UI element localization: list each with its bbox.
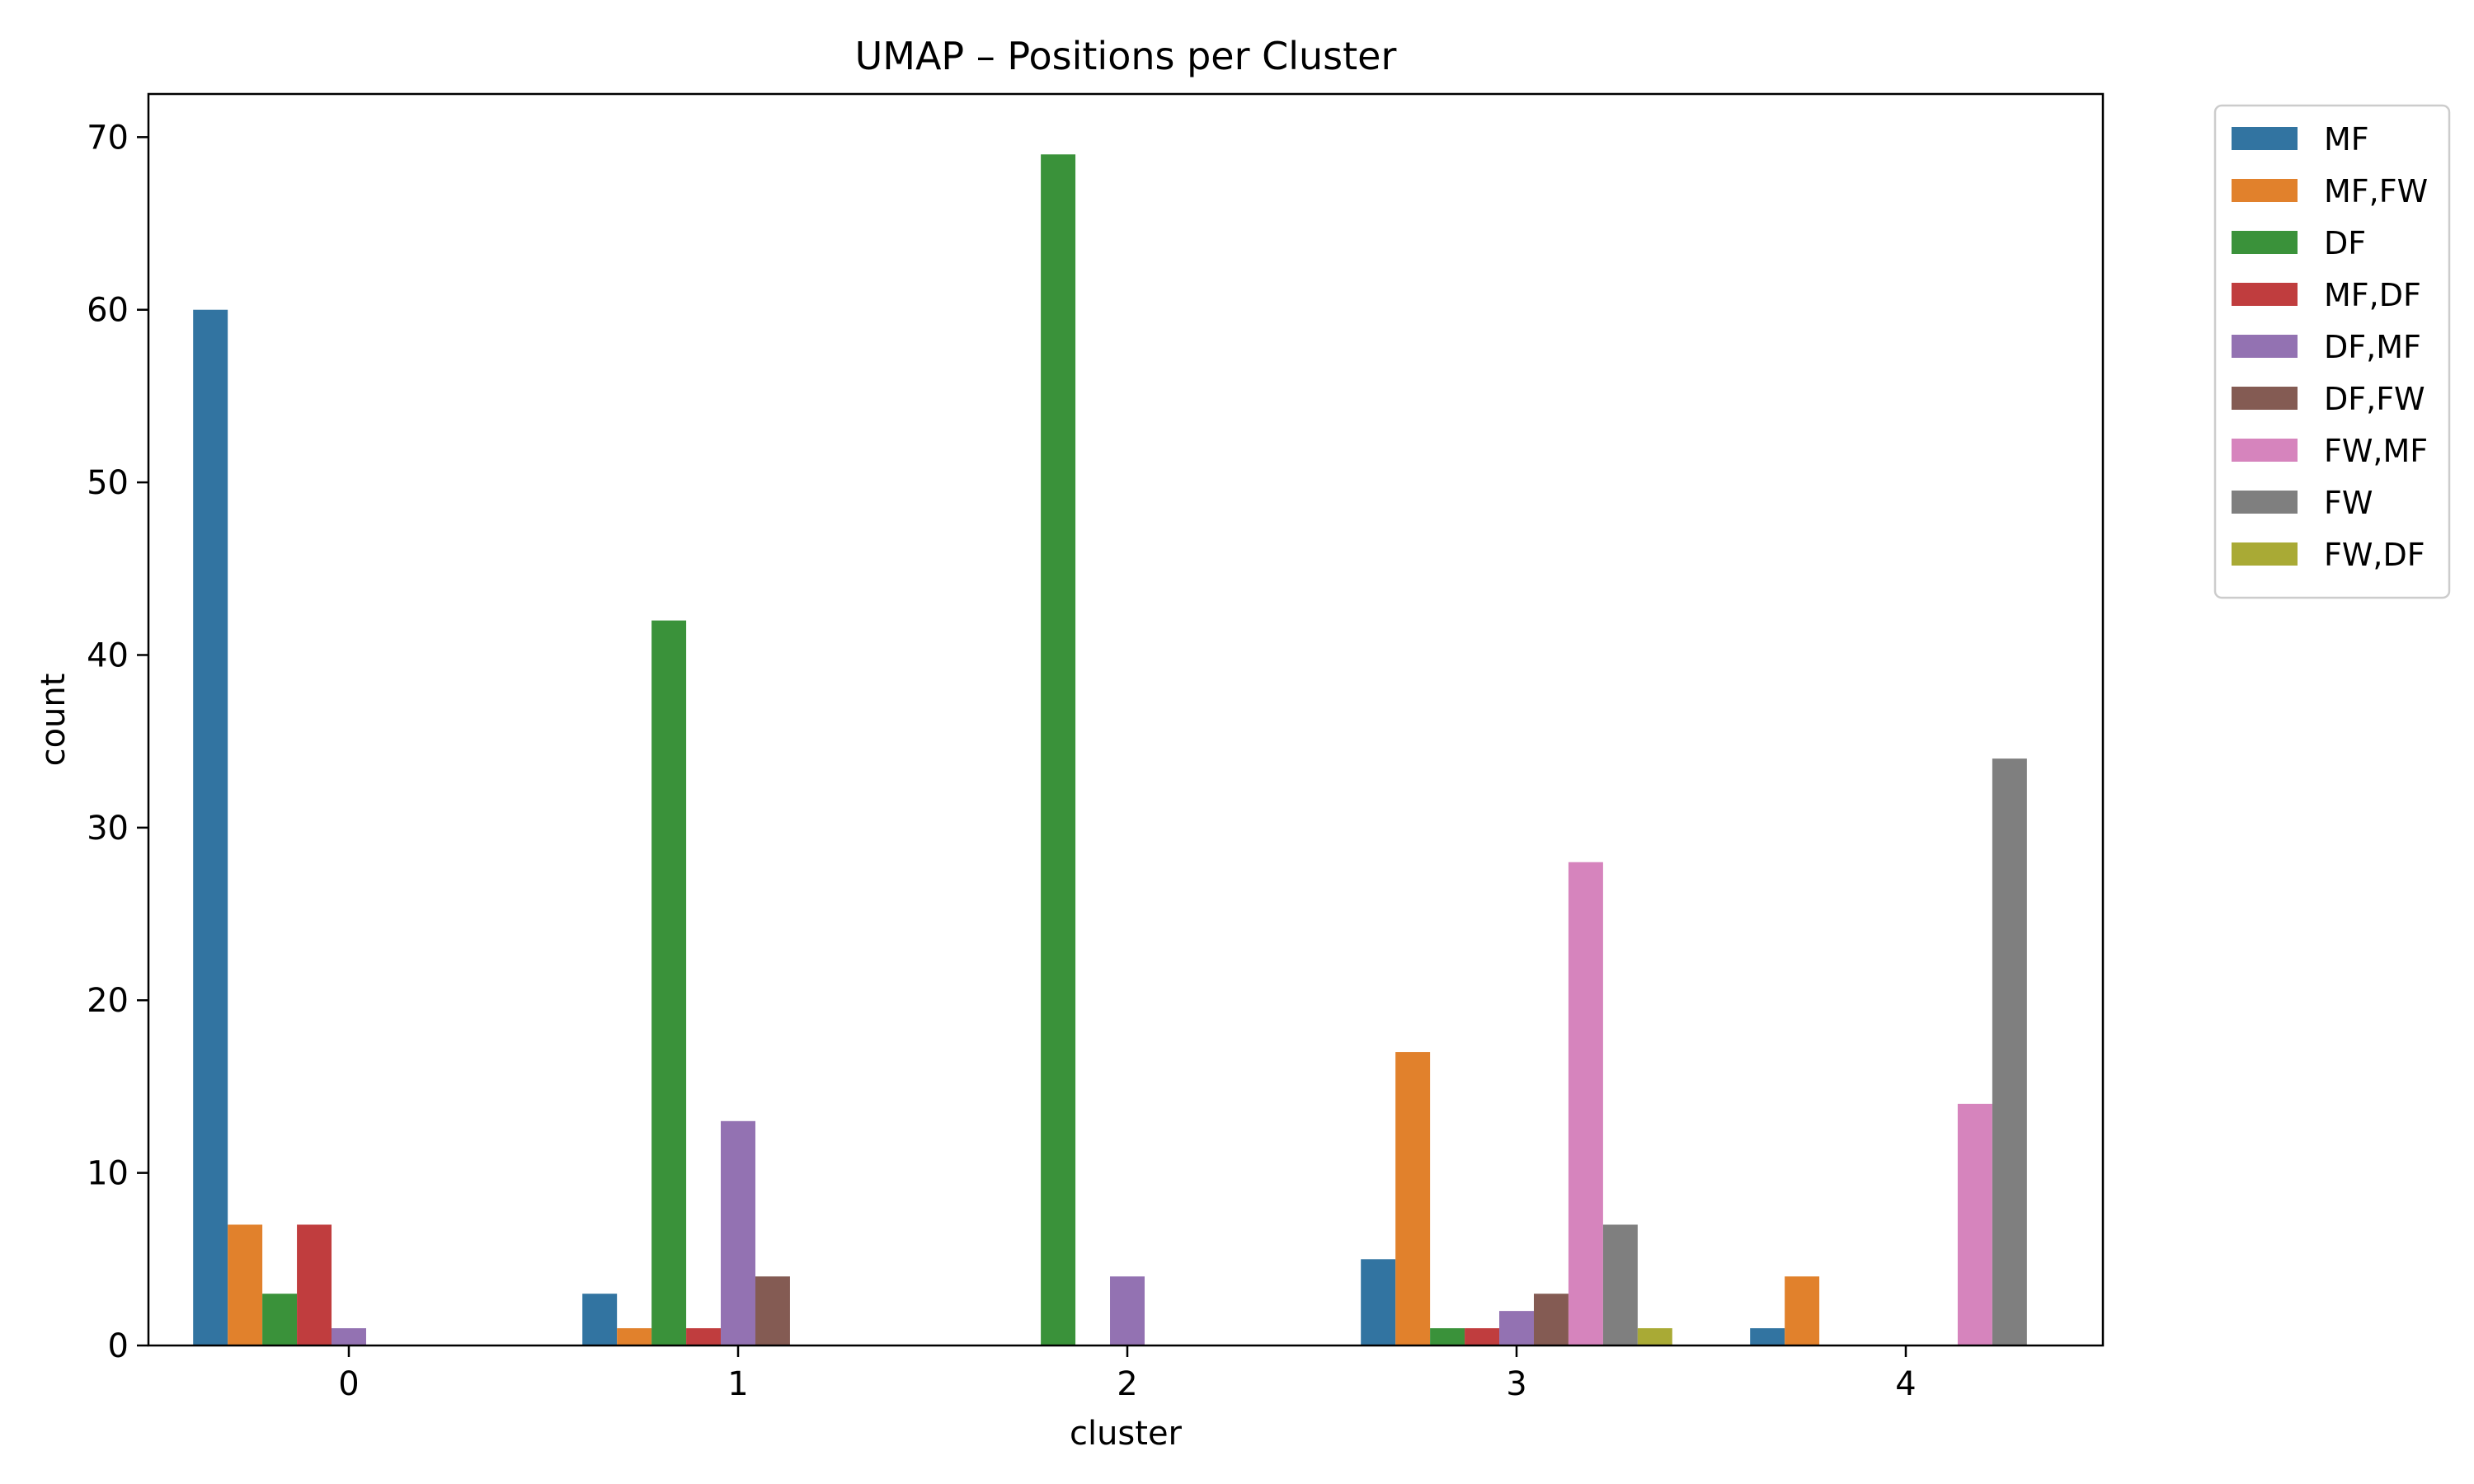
y-tick-label: 50 [87,464,129,502]
legend: MF MF,FW DF MF,DF DF,MF DF,FW FW,MF FW FW,DF [2213,104,2451,599]
bar-df-fw-cluster-1 [755,1276,790,1345]
y-axis-label: count [35,674,73,767]
bar-df-mf-cluster-3 [1499,1311,1534,1345]
legend-label: FW [2324,485,2373,521]
legend-box [2213,104,2451,599]
bar-df-cluster-0 [262,1294,298,1345]
bar-df-cluster-2 [1041,154,1076,1345]
legend-label: FW,MF [2324,433,2428,469]
y-tick-label: 30 [87,810,129,848]
bar-df-fw-cluster-3 [1533,1294,1569,1345]
x-tick-label: 4 [1895,1365,1916,1403]
bar-df-mf-cluster-2 [1110,1276,1145,1345]
bar-mf-cluster-3 [1361,1259,1396,1345]
bar-fw-mf-cluster-3 [1568,862,1603,1345]
bars-group [193,154,2027,1346]
bar-mf-df-cluster-3 [1465,1328,1500,1345]
y-tick-label: 60 [87,292,129,330]
plot-frame [147,92,2105,1347]
bar-mf-cluster-0 [193,309,228,1346]
legend-swatch [2232,439,2298,462]
bar-fw-df-cluster-3 [1637,1328,1672,1345]
legend-swatch [2232,335,2298,358]
legend-swatch [2232,231,2298,254]
bar-mf-fw-cluster-0 [228,1224,263,1345]
x-tick-label: 0 [338,1365,359,1403]
legend-label: MF,FW [2324,173,2428,209]
bar-mf-fw-cluster-1 [617,1328,652,1345]
x-tick-label: 1 [727,1365,748,1403]
legend-swatch [2232,179,2298,202]
bar-fw-cluster-4 [1992,758,2027,1345]
bar-df-cluster-3 [1430,1328,1465,1345]
legend-label: DF,MF [2324,329,2421,365]
legend-swatch [2232,283,2298,306]
legend-label: FW,DF [2324,537,2425,573]
bar-df-mf-cluster-1 [721,1120,755,1345]
legend-label: MF,DF [2324,277,2421,313]
x-axis-label: cluster [1070,1415,1183,1453]
legend-swatch [2232,491,2298,514]
x-tick-label: 2 [1117,1365,1137,1403]
legend-swatch [2232,542,2298,566]
bar-mf-cluster-4 [1750,1328,1785,1345]
bar-df-mf-cluster-0 [332,1328,366,1345]
x-tick-label: 3 [1506,1365,1526,1403]
y-tick-label: 10 [87,1155,129,1193]
x-axis: 0 1 2 3 4 [338,1345,1917,1403]
legend-label: DF,FW [2324,381,2425,417]
legend-swatch [2232,387,2298,410]
bar-fw-cluster-3 [1602,1224,1638,1345]
legend-label: DF [2324,225,2366,261]
y-tick-label: 20 [87,982,129,1020]
bar-mf-df-cluster-0 [297,1224,332,1345]
bar-fw-mf-cluster-4 [1957,1103,1992,1345]
y-tick-label: 70 [87,119,129,157]
legend-swatch [2232,127,2298,150]
bar-df-cluster-1 [651,620,687,1345]
y-axis: 0 10 20 30 40 50 60 70 [87,119,148,1365]
bar-mf-cluster-1 [582,1294,618,1345]
bar-mf-fw-cluster-4 [1785,1276,1820,1345]
bar-mf-df-cluster-1 [686,1328,722,1345]
y-tick-label: 0 [108,1327,129,1365]
legend-label: MF [2324,121,2369,157]
chart-title: UMAP – Positions per Cluster [855,34,1397,78]
y-tick-label: 40 [87,636,129,674]
bar-mf-fw-cluster-3 [1395,1052,1431,1345]
